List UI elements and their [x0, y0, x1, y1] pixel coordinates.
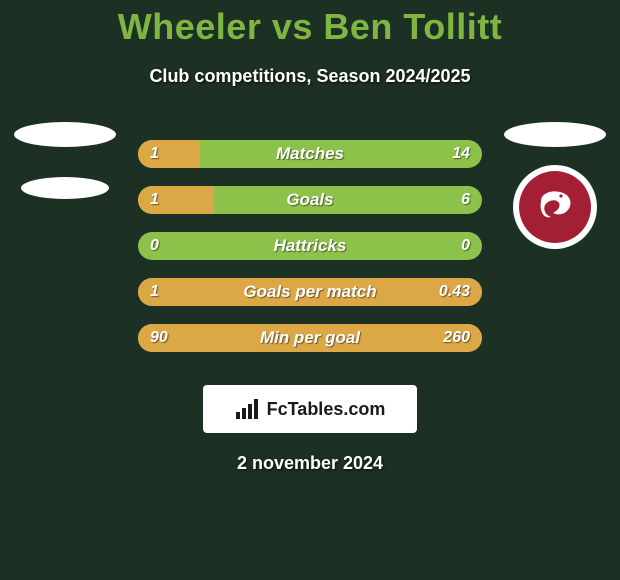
page-title: Wheeler vs Ben Tollitt — [0, 6, 620, 48]
stat-right-value: 260 — [443, 329, 470, 347]
shrimp-icon — [527, 179, 583, 235]
player-left-badge-2 — [21, 177, 109, 199]
stat-label: Goals — [138, 190, 482, 210]
player-right-badge-1 — [504, 122, 606, 147]
comparison-card: Wheeler vs Ben Tollitt Club competitions… — [0, 0, 620, 580]
stat-bar-matches: 1 Matches 14 — [138, 140, 482, 168]
stat-label: Min per goal — [138, 328, 482, 348]
bars-icon — [235, 398, 261, 420]
stat-bar-hattricks: 0 Hattricks 0 — [138, 232, 482, 260]
date: 2 november 2024 — [0, 453, 620, 474]
stat-label: Goals per match — [138, 282, 482, 302]
stat-right-value: 0.43 — [439, 283, 470, 301]
stat-label: Matches — [138, 144, 482, 164]
player-left-badge-1 — [14, 122, 116, 147]
club-badge — [513, 165, 597, 249]
subtitle: Club competitions, Season 2024/2025 — [0, 66, 620, 87]
stat-right-value: 6 — [461, 191, 470, 209]
stat-bar-goals: 1 Goals 6 — [138, 186, 482, 214]
club-badge-inner — [519, 171, 591, 243]
stat-row: 90 Min per goal 260 — [0, 315, 620, 361]
stat-bar-gpm: 1 Goals per match 0.43 — [138, 278, 482, 306]
footer-logo[interactable]: FcTables.com — [203, 385, 417, 433]
stat-right-value: 0 — [461, 237, 470, 255]
stat-bar-mpg: 90 Min per goal 260 — [138, 324, 482, 352]
footer-label: FcTables.com — [267, 399, 386, 420]
stat-right-value: 14 — [452, 145, 470, 163]
right-player-badges — [500, 122, 610, 249]
stat-label: Hattricks — [138, 236, 482, 256]
stat-row: 1 Goals per match 0.43 — [0, 269, 620, 315]
left-player-badges — [10, 122, 120, 199]
